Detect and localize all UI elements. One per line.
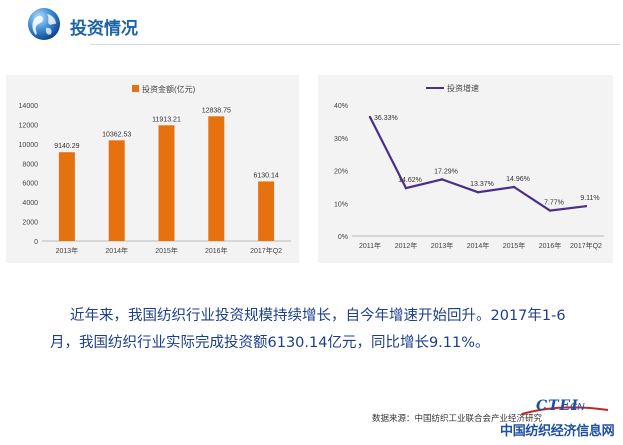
bar <box>108 140 125 241</box>
x-tick-label: 2017年Q2 <box>250 246 282 255</box>
data-point <box>512 185 516 189</box>
header-divider <box>90 44 620 45</box>
y-tick-label: 0% <box>338 234 348 241</box>
point-data-label: 9.11% <box>580 195 599 202</box>
bar <box>208 116 225 241</box>
x-tick-label: 2011年 <box>359 241 381 250</box>
x-tick-label: 2012年 <box>395 241 418 250</box>
investment-amount-chart-panel: 投资金额(亿元) 0 2000 4000 6000 8000 10000 12000 14000… <box>6 75 299 263</box>
logo-mark: CTEI <box>536 398 579 414</box>
y-tick-label: 40% <box>334 103 348 110</box>
x-tick-label: 2014年 <box>105 246 128 255</box>
point-data-label: 17.29% <box>434 168 458 175</box>
bar-data-label: 9140.29 <box>54 143 79 150</box>
point-data-label: 13.37% <box>470 181 494 188</box>
bar-data-label: 11913.21 <box>152 116 181 123</box>
bar <box>258 181 275 241</box>
x-tick-label: 2014年 <box>467 241 490 250</box>
y-tick-label: 10000 <box>19 142 39 149</box>
data-point <box>548 209 552 212</box>
x-tick-label: 2015年 <box>155 246 178 255</box>
point-data-label: 14.62% <box>398 177 422 184</box>
y-tick-label: 8000 <box>22 161 38 168</box>
logo-swoosh-icon <box>521 406 609 415</box>
x-tick-label: 2017年Q2 <box>570 241 602 250</box>
investment-growth-chart-panel: 投资增速 0% 10% 20% 30% 40% 36.33% 2011年 14.62% 2012年… <box>318 75 613 263</box>
bar <box>58 152 75 241</box>
y-tick-label: 10% <box>334 201 348 208</box>
x-tick-label: 2015年 <box>503 241 526 250</box>
x-tick-label: 2013年 <box>56 246 79 255</box>
summary-paragraph: 近年来，我国纺织行业投资规模持续增长，自今年增速开始回升。2017年1-6月，我… <box>50 308 566 351</box>
investment-growth-line-chart: 投资增速 0% 10% 20% 30% 40% 36.33% 2011年 14.62% 2012年… <box>334 83 604 250</box>
logo-domain: CN <box>570 402 585 413</box>
logo-text: 中国纺织经济信息网 <box>500 424 615 439</box>
y-tick-label: 20% <box>334 169 348 176</box>
data-point <box>584 204 588 208</box>
y-tick-label: 14000 <box>19 103 39 110</box>
data-point <box>476 191 480 194</box>
y-tick-label: 0 <box>34 239 38 246</box>
globe-icon <box>26 6 62 42</box>
legend-label: 投资金额(亿元) <box>142 84 196 94</box>
bar-data-label: 10362.53 <box>102 131 131 138</box>
point-data-label: 36.33% <box>374 115 398 122</box>
x-tick-label: 2016年 <box>205 246 228 255</box>
y-tick-label: 12000 <box>19 122 39 129</box>
header: 投资情况 <box>0 0 623 52</box>
header-background <box>0 0 623 52</box>
data-point <box>440 178 444 181</box>
investment-amount-bar-chart: 投资金额(亿元) 0 2000 4000 6000 8000 10000 12000 14000… <box>19 84 291 255</box>
y-tick-label: 2000 <box>22 220 38 227</box>
bar-data-label: 6130.14 <box>253 172 278 179</box>
legend-label: 投资增速 <box>447 83 479 93</box>
page-title: 投资情况 <box>70 19 138 39</box>
data-source-note: 数据来源：中国纺织工业联合会产业经济研究 <box>372 414 543 424</box>
bar <box>158 125 175 241</box>
y-tick-label: 6000 <box>22 181 38 188</box>
series-line <box>369 116 587 212</box>
point-data-label: 7.77% <box>544 200 564 207</box>
bar-data-label: 12838.75 <box>202 107 231 114</box>
x-tick-label: 2016年 <box>539 241 562 250</box>
site-logo: CTEI CN 中国纺织经济信息网 <box>500 398 618 440</box>
y-tick-label: 30% <box>334 136 348 143</box>
point-data-label: 14.96% <box>506 176 530 183</box>
x-tick-label: 2013年 <box>431 241 454 250</box>
data-point <box>368 115 372 119</box>
data-point <box>404 186 408 190</box>
y-tick-label: 4000 <box>22 200 38 207</box>
legend-swatch <box>132 85 139 92</box>
